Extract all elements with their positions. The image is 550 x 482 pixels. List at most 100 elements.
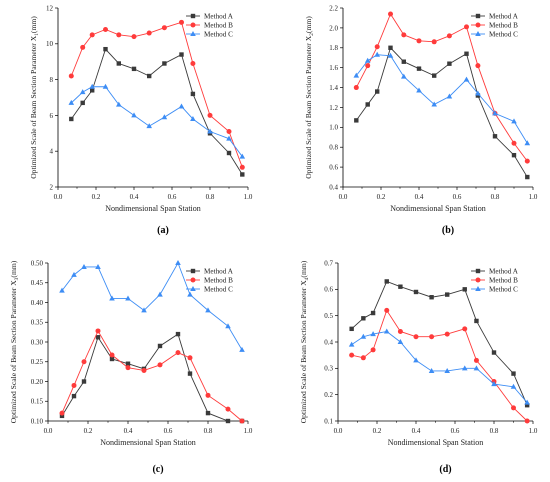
y-axis-label: Optimized Scale of Beam Section Paramete…	[9, 260, 20, 423]
data-point	[475, 63, 481, 69]
y-tick-label: 0.45	[31, 279, 44, 287]
x-tick-label: 1.0	[244, 193, 253, 201]
x-tick-label: 0.6	[453, 193, 462, 201]
x-tick-label: 0.2	[92, 193, 101, 201]
series-line	[351, 309, 528, 422]
data-point	[462, 287, 467, 292]
legend-label: Method A	[489, 13, 519, 21]
data-point	[462, 326, 468, 332]
data-point	[370, 310, 376, 316]
data-point	[190, 60, 196, 66]
data-point	[59, 410, 65, 416]
data-point	[89, 83, 95, 89]
data-point	[90, 88, 95, 93]
legend-marker	[190, 31, 196, 36]
series-line	[70, 86, 243, 157]
data-point	[225, 406, 231, 412]
data-point	[187, 371, 193, 376]
panel-label: (b)	[442, 225, 454, 236]
x-tick-label: 0.4	[130, 193, 139, 201]
legend-label: Method B	[204, 22, 233, 30]
x-axis-label: Nondimensional Span Station	[388, 438, 484, 447]
data-point	[157, 343, 163, 349]
panel-label: (c)	[152, 464, 163, 475]
data-point	[416, 38, 422, 44]
y-tick-label: 2	[50, 183, 54, 191]
data-point	[413, 357, 419, 363]
data-point	[59, 287, 65, 293]
series-line	[70, 48, 243, 175]
legend-label: Method B	[204, 277, 233, 285]
data-point	[190, 91, 196, 97]
x-tick-label: 0.8	[490, 427, 499, 435]
data-point	[374, 44, 380, 50]
y-tick-label: 0.50	[31, 259, 44, 267]
x-axis-label: Nondimensional Span Station	[390, 204, 486, 213]
y-tick-label: 1.2	[329, 104, 338, 112]
series-line	[70, 21, 243, 168]
series-method-c	[348, 328, 530, 405]
legend-label: Method A	[489, 268, 519, 276]
data-point	[187, 355, 193, 361]
data-point	[146, 30, 152, 36]
y-tick-label: 0.15	[31, 398, 44, 406]
data-point	[446, 93, 453, 99]
y-tick-label: 0.7	[324, 259, 333, 267]
x-tick-label: 0.0	[339, 193, 348, 201]
data-point	[447, 61, 452, 66]
x-tick-label: 0.2	[84, 427, 93, 435]
y-tick-label: 2.2	[329, 4, 338, 12]
data-point	[226, 129, 232, 135]
data-point	[179, 19, 184, 25]
data-point	[225, 323, 231, 329]
legend-marker	[475, 277, 481, 283]
y-axis-label-main: Optimized Scale of Beam Section Paramete…	[304, 35, 313, 178]
data-point	[162, 61, 167, 66]
y-tick-label: 0.4	[324, 338, 333, 346]
data-point	[239, 164, 245, 170]
x-tick-label: 0.8	[204, 427, 213, 435]
legend-label: Method A	[204, 268, 234, 276]
x-tick-label: 0.2	[373, 427, 382, 435]
data-point	[80, 44, 86, 50]
data-point	[397, 328, 403, 334]
data-point	[205, 307, 211, 313]
data-point	[364, 57, 371, 63]
data-point	[401, 59, 406, 64]
x-tick-label: 0.8	[491, 193, 500, 201]
data-point	[131, 34, 137, 40]
y-axis-label-main: Optimized Scale of Beam Section Paramete…	[9, 280, 18, 423]
data-point	[398, 284, 403, 289]
legend-label: Method A	[204, 13, 234, 21]
data-point	[354, 118, 359, 123]
data-point	[240, 172, 245, 177]
y-tick-label: 2.0	[329, 24, 338, 32]
data-point	[71, 271, 77, 277]
data-point	[81, 359, 87, 365]
data-point	[491, 381, 497, 387]
y-axis-label-unit: (mm)	[29, 16, 38, 33]
series-line	[351, 280, 528, 406]
y-tick-label: 1.6	[329, 64, 338, 72]
legend-marker	[475, 22, 481, 28]
legend-marker	[190, 268, 196, 274]
legend-label: Method C	[204, 31, 233, 39]
series-method-b	[59, 328, 245, 424]
data-point	[95, 335, 101, 340]
legend-label: Method C	[489, 286, 518, 294]
data-point	[175, 260, 181, 265]
y-axis-label-main: Optimized Scale of Beam Section Paramete…	[299, 280, 308, 423]
series-line	[355, 54, 528, 144]
series-line	[61, 333, 242, 422]
data-point	[474, 318, 479, 324]
data-point	[239, 153, 246, 159]
data-point	[397, 339, 404, 344]
x-tick-label: 0.0	[44, 427, 53, 435]
data-point	[461, 365, 468, 371]
data-point	[375, 89, 380, 94]
data-point	[116, 61, 121, 66]
data-point	[125, 361, 131, 366]
y-axis-label-main: Optimized Scale of Beam Section Paramete…	[29, 35, 38, 178]
